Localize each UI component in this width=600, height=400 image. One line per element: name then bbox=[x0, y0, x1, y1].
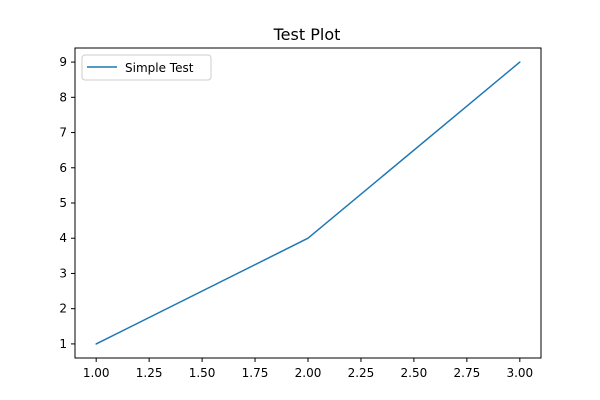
y-tick-label: 2 bbox=[59, 302, 67, 316]
y-axis-ticks: 1 2 3 4 5 6 7 8 9 bbox=[59, 55, 75, 351]
x-tick-label: 1.75 bbox=[242, 366, 269, 380]
y-tick-label: 4 bbox=[59, 231, 67, 245]
x-tick-label: 2.50 bbox=[401, 366, 428, 380]
x-tick-label: 2.75 bbox=[454, 366, 481, 380]
x-axis-ticks: 1.00 1.25 1.50 1.75 2.00 2.25 2.50 2.75 3.00 bbox=[83, 358, 533, 380]
x-tick-label: 2.00 bbox=[295, 366, 322, 380]
x-tick-label: 3.00 bbox=[506, 366, 533, 380]
x-tick-label: 1.25 bbox=[136, 366, 163, 380]
legend: Simple Test bbox=[81, 54, 212, 81]
y-tick-label: 8 bbox=[59, 90, 67, 104]
y-tick-label: 7 bbox=[59, 126, 67, 140]
plot-area bbox=[74, 47, 542, 359]
y-tick-label: 9 bbox=[59, 55, 67, 69]
series-layer bbox=[95, 61, 521, 345]
x-tick-label: 2.25 bbox=[348, 366, 375, 380]
y-tick-label: 1 bbox=[59, 337, 67, 351]
y-tick-label: 6 bbox=[59, 161, 67, 175]
x-tick-label: 1.50 bbox=[189, 366, 216, 380]
legend-box bbox=[81, 54, 212, 81]
y-tick-label: 3 bbox=[59, 266, 67, 280]
chart-title: Test Plot bbox=[273, 25, 341, 44]
x-tick-label: 1.00 bbox=[83, 366, 110, 380]
legend-label-simple-test: Simple Test bbox=[125, 61, 194, 75]
y-tick-label: 5 bbox=[59, 196, 67, 210]
